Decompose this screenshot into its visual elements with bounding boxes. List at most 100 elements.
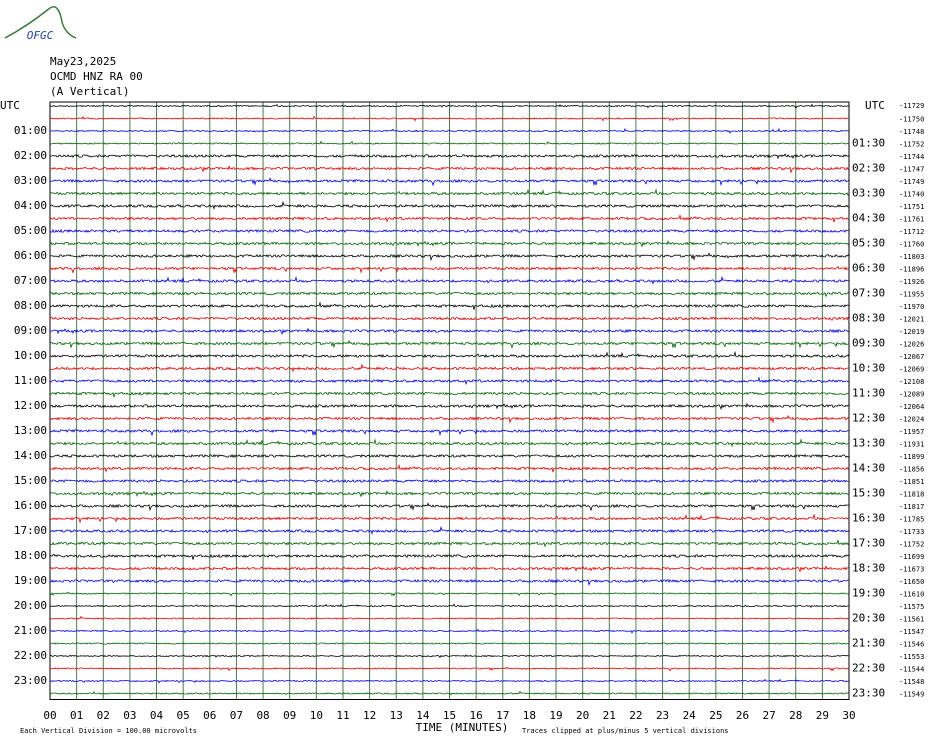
right-time-label: 14:30 [852, 462, 885, 475]
right-axis-title: UTC [865, 99, 885, 112]
x-tick-label: 06 [203, 709, 216, 722]
trace-offset: -11650 [899, 578, 924, 586]
x-tick-label: 19 [549, 709, 562, 722]
trace-offset: -11610 [899, 591, 924, 599]
trace-offset: -12089 [899, 391, 924, 399]
seismic-trace [49, 414, 850, 424]
seismic-trace [49, 513, 850, 524]
clip-note: Traces clipped at plus/minus 5 vertical … [522, 727, 729, 735]
seismic-trace [49, 678, 850, 684]
seismic-trace [49, 327, 850, 335]
seismic-trace [49, 565, 850, 573]
x-tick-label: 18 [523, 709, 536, 722]
seismic-trace [49, 453, 850, 459]
right-time-label: 06:30 [852, 262, 885, 275]
x-tick-label: 14 [416, 709, 430, 722]
left-time-label: 10:00 [14, 349, 47, 362]
x-tick-label: 04 [150, 709, 164, 722]
seismic-trace [49, 228, 850, 234]
x-tick-label: 28 [789, 709, 802, 722]
x-tick-label: 01 [70, 709, 83, 722]
seismic-trace [49, 213, 850, 223]
left-time-label: 08:00 [14, 299, 47, 312]
right-time-label: 22:30 [852, 662, 885, 675]
right-time-label: 20:30 [852, 612, 885, 625]
trace-offset: -11546 [899, 641, 924, 649]
x-tick-label: 20 [576, 709, 589, 722]
x-tick-label: 24 [683, 709, 697, 722]
trace-offset: -11748 [899, 128, 924, 136]
component: (A Vertical) [50, 85, 129, 98]
x-tick-label: 13 [390, 709, 403, 722]
seismic-trace [49, 553, 850, 560]
trace-offset: -11957 [899, 428, 924, 436]
plot-frame [49, 101, 850, 700]
right-time-label: 17:30 [852, 537, 885, 550]
trace-offset: -11899 [899, 453, 924, 461]
trace-offset: -12064 [899, 403, 924, 411]
x-tick-label: 25 [709, 709, 722, 722]
trace-offset: -11549 [899, 691, 924, 699]
seismic-trace [49, 490, 850, 498]
left-time-label: 22:00 [14, 649, 47, 662]
seismic-trace [49, 591, 850, 597]
trace-offset: -12024 [899, 416, 924, 424]
seismic-trace [49, 578, 850, 587]
trace-offset: -11926 [899, 278, 924, 286]
x-tick-label: 15 [443, 709, 456, 722]
seismic-trace [49, 502, 850, 512]
seismic-trace [49, 291, 850, 298]
x-tick-label: 29 [816, 709, 829, 722]
seismic-trace [50, 402, 850, 410]
seismic-trace [49, 103, 850, 109]
left-time-label: 02:00 [14, 149, 47, 162]
left-time-label: 07:00 [14, 274, 47, 287]
seismic-trace [49, 690, 850, 696]
trace-offset: -11761 [899, 216, 924, 224]
trace-offset: -11561 [899, 616, 924, 624]
left-time-label: 11:00 [14, 374, 47, 387]
seismic-trace [50, 127, 850, 134]
seismic-trace [49, 538, 850, 548]
right-time-label: 08:30 [852, 312, 885, 325]
left-time-label: 15:00 [14, 474, 47, 487]
logo: OFGC [27, 29, 54, 42]
trace-offset: -12067 [899, 353, 924, 361]
left-time-label: 16:00 [14, 499, 47, 512]
seismic-trace [49, 177, 850, 187]
seismic-trace [50, 275, 850, 285]
left-time-label: 09:00 [14, 324, 47, 337]
x-tick-label: 12 [363, 709, 376, 722]
right-time-label: 10:30 [852, 362, 885, 375]
x-tick-label: 27 [762, 709, 775, 722]
seismic-trace [49, 350, 850, 359]
x-tick-label: 05 [177, 709, 190, 722]
seismic-trace [49, 666, 850, 672]
right-time-label: 19:30 [852, 587, 885, 600]
left-time-label: 14:00 [14, 449, 47, 462]
seismic-trace [49, 628, 850, 634]
seismic-trace [49, 188, 850, 196]
seismic-trace [49, 140, 850, 145]
trace-offset: -11785 [899, 516, 924, 524]
x-tick-label: 16 [470, 709, 483, 722]
seismic-trace [49, 363, 850, 373]
x-tick-label: 00 [43, 709, 56, 722]
x-axis-title: TIME (MINUTES) [416, 721, 509, 734]
trace-offset: -11699 [899, 553, 924, 561]
trace-offset: -12019 [899, 328, 924, 336]
trace-offset: -11970 [899, 303, 924, 311]
x-tick-label: 03 [123, 709, 136, 722]
trace-offset: -11544 [899, 666, 924, 674]
x-tick-label: 26 [736, 709, 749, 722]
trace-offset: -11752 [899, 141, 924, 149]
station: OCMD HNZ RA 00 [50, 70, 143, 83]
left-time-label: 06:00 [14, 249, 47, 262]
trace-offset: -11553 [899, 653, 924, 661]
seismic-trace [49, 252, 850, 262]
x-tick-label: 30 [842, 709, 855, 722]
trace-offset: -11744 [899, 153, 924, 161]
trace-offset: -11931 [899, 441, 924, 449]
trace-offset: -11760 [899, 241, 924, 249]
